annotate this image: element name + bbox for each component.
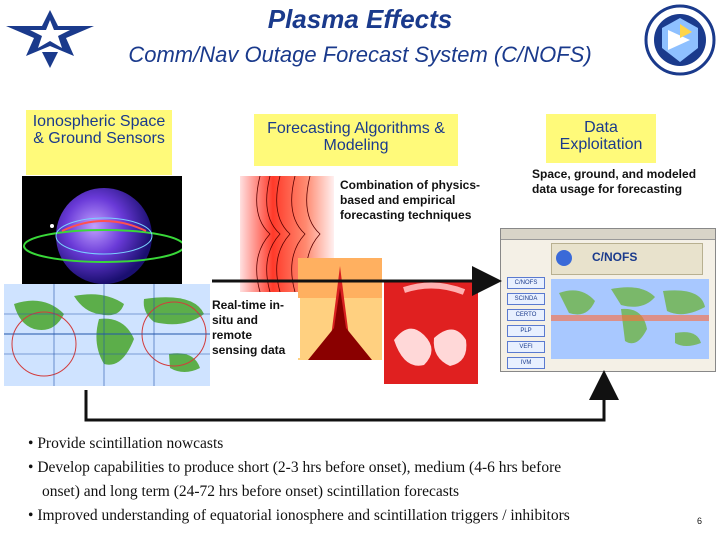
bullet-glyph: •	[28, 507, 34, 524]
app-banner: C/NOFS	[551, 243, 703, 275]
exploitation-header: Data Exploitation	[546, 114, 656, 163]
menu-item[interactable]: CERTO	[507, 309, 545, 321]
app-logo-icon	[556, 250, 572, 266]
browser-toolbar	[501, 229, 715, 240]
bullet-item: • Provide scintillation nowcasts	[28, 435, 224, 452]
sensors-header: Ionospheric Space & Ground Sensors	[26, 110, 172, 175]
usage-caption: Space, ground, and modeled data usage fo…	[532, 167, 697, 196]
menu-item[interactable]: PLP	[507, 325, 545, 337]
feedback-arrow	[84, 370, 619, 422]
bullet-glyph: •	[28, 459, 34, 476]
bullet-item-continuation: onset) and long term (24-72 hrs before o…	[42, 483, 460, 500]
model-blob-image	[384, 280, 478, 384]
model-spike-image	[298, 258, 382, 360]
combination-caption: Combination of physics-based and empiric…	[340, 178, 481, 222]
ionosphere-globe-image	[22, 176, 182, 286]
air-force-logo	[6, 10, 94, 68]
algorithms-header: Forecasting Algorithms & Modeling	[254, 114, 458, 166]
menu-item[interactable]: IVM	[507, 357, 545, 369]
page-number: 6	[696, 516, 702, 526]
bullet-glyph: •	[28, 435, 34, 452]
bullet-list: • Provide scintillation nowcasts • Devel…	[28, 432, 688, 528]
page-subtitle: Comm/Nav Outage Forecast System (C/NOFS)	[128, 42, 592, 67]
page-title: Plasma Effects	[267, 4, 453, 34]
menu-item[interactable]: VEFI	[507, 341, 545, 353]
bullet-item: • Develop capabilities to produce short …	[28, 459, 562, 476]
app-map-panel	[551, 279, 709, 359]
world-map-image	[4, 284, 210, 386]
menu-item[interactable]: SCINDA	[507, 293, 545, 305]
app-title: C/NOFS	[592, 250, 638, 264]
menu-item[interactable]: C/NOFS	[507, 277, 545, 289]
app-menu: C/NOFS SCINDA CERTO PLP VEFI IVM	[507, 277, 545, 371]
command-seal	[644, 4, 716, 76]
cnofs-web-screenshot: C/NOFS C/NOFS SCINDA CERTO PLP VEFI IVM	[500, 228, 716, 372]
realtime-caption: Real-time in-situ and remote sensing dat…	[212, 298, 300, 358]
bullet-item: • Improved understanding of equatorial i…	[28, 507, 570, 524]
